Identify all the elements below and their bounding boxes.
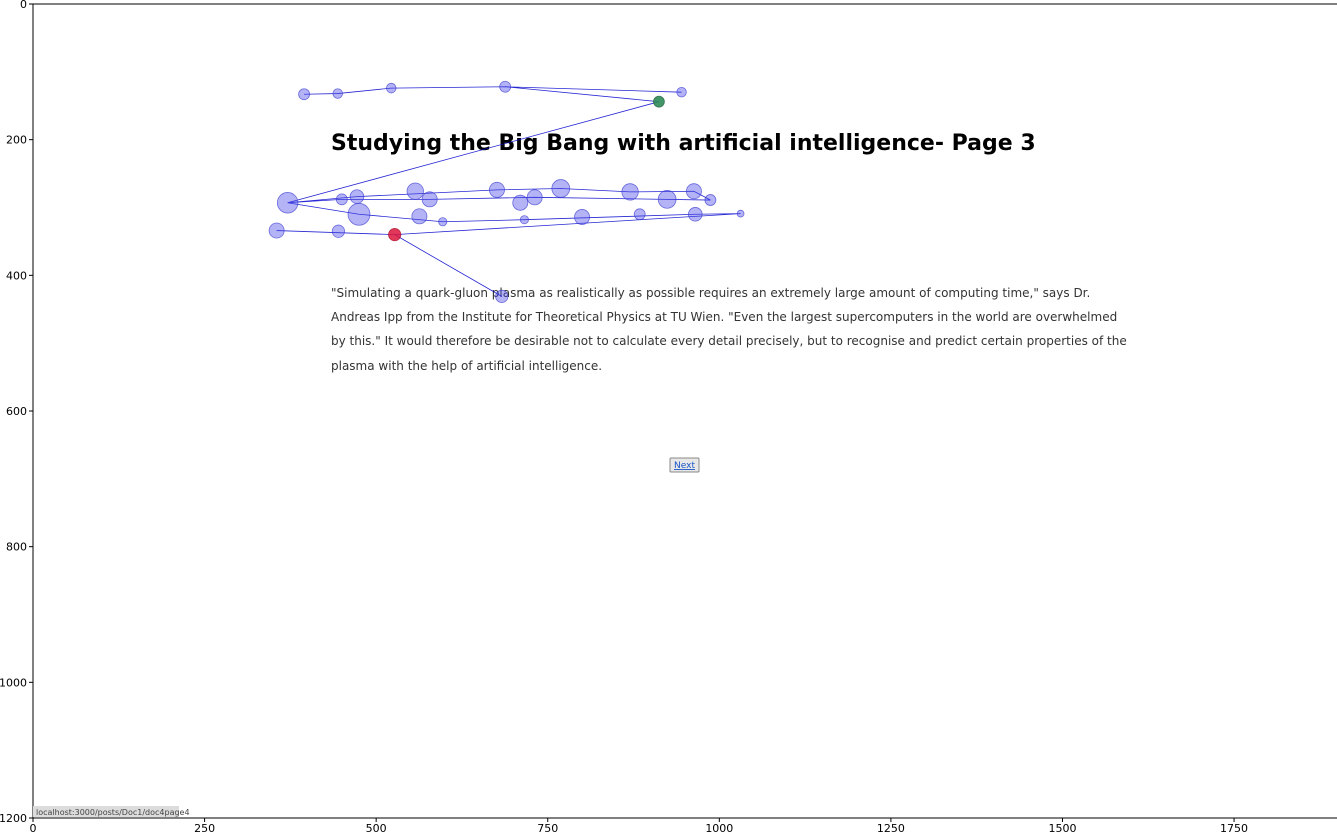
fixation-point [574,209,591,225]
fixation-point [621,183,639,201]
fixation-point [386,82,397,94]
y-tick-label: 800 [6,541,27,554]
fixation-point [519,215,529,225]
paragraph-line-4: plasma with the help of artificial intel… [331,359,602,373]
next-button-label[interactable]: Next [674,461,695,471]
y-tick-label: 600 [6,405,27,418]
fixation-point [657,190,677,209]
fixation-point [676,86,687,98]
fixation-point [736,209,745,218]
fixation-point [499,80,512,93]
fixation-point [298,88,310,101]
y-ticks: 0 200 400 600 800 1000 1200 [0,0,33,825]
fixation-points [268,80,745,303]
y-tick-label: 400 [6,269,27,282]
x-tick-label: 500 [366,822,387,835]
fixation-point [688,207,703,222]
fixation-point [438,217,448,227]
fixation-point [411,208,428,225]
x-tick-label: 0 [30,822,37,835]
fixation-point [633,208,646,221]
fixation-point [335,193,348,206]
fixation-point [347,202,371,226]
paragraph: "Simulating a quark-gluon plasma as real… [331,286,1127,373]
status-url: localhost:3000/posts/Doc1/doc4page4 [36,808,190,817]
next-button[interactable]: Next [669,457,700,473]
fixation-point [704,194,717,206]
fixation-point [406,182,424,200]
x-tick-label: 250 [194,822,215,835]
y-tick-label: 0 [20,0,27,11]
x-tick-label: 1000 [705,822,733,835]
x-tick-label: 750 [537,822,558,835]
paragraph-line-2: Andreas Ipp from the Institute for Theor… [331,310,1117,324]
fixation-point [495,289,509,303]
fixation-point [526,189,543,206]
fixation-point [349,189,365,204]
next-button-frame[interactable] [669,457,700,473]
page-title: Studying the Big Bang with artificial in… [331,131,1036,156]
fixation-point [685,183,702,200]
fixation-start-point [653,95,665,108]
fixation-point [551,179,571,198]
paragraph-line-3: by this." It would therefore be desirabl… [331,334,1127,348]
scanpath-line [276,86,741,297]
x-ticks: 0 250 500 750 1000 1250 1500 1750 [30,818,1248,835]
fixation-point [276,192,299,214]
x-tick-label: 1500 [1048,822,1076,835]
y-tick-label: 1000 [0,676,27,689]
x-tick-label: 1250 [877,822,905,835]
fixation-point [332,88,343,99]
status-bar-bg [33,806,179,817]
fixation-end-point [388,228,402,242]
y-tick-label: 200 [6,134,27,147]
fixation-point [421,191,438,208]
status-bar: localhost:3000/posts/Doc1/doc4page4 [33,806,190,817]
fixation-point [488,181,505,198]
fixation-point [512,194,529,211]
y-tick-label: 1200 [0,812,27,825]
paragraph-line-1: "Simulating a quark-gluon plasma as real… [331,286,1090,300]
fixation-point [331,224,345,238]
fixation-point [268,222,285,239]
x-tick-label: 1750 [1220,822,1248,835]
axes-frame [32,3,1337,819]
